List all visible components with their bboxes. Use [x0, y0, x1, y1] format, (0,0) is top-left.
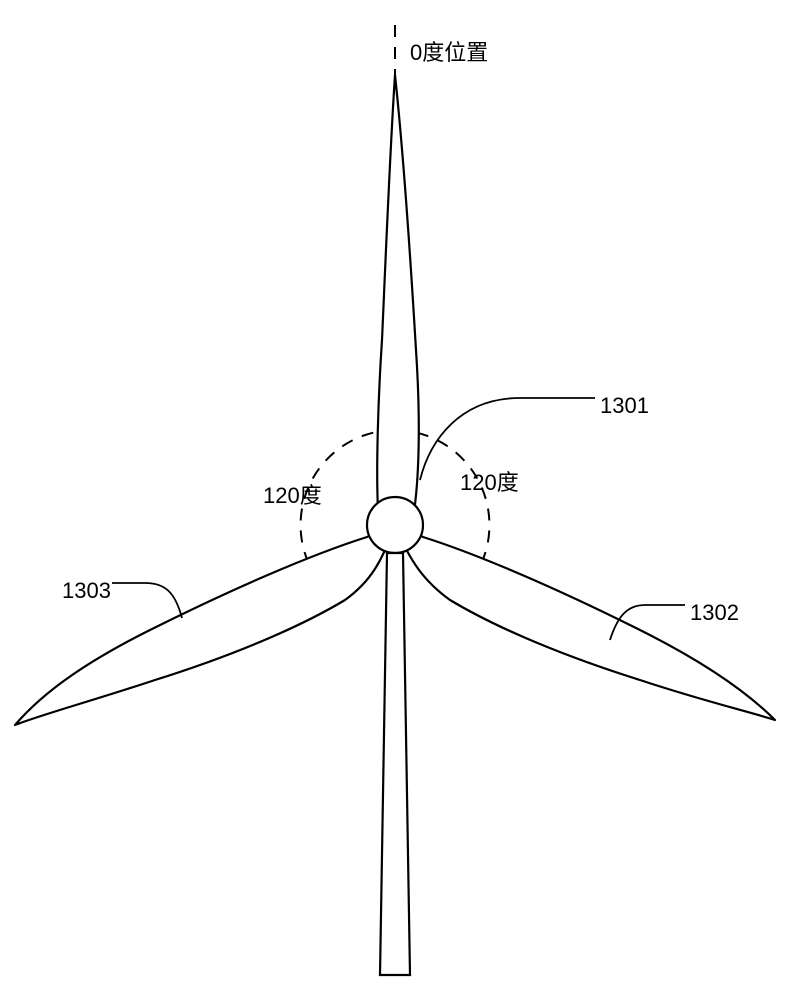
zero-position-label: 0度位置 — [410, 35, 488, 67]
blade-1301-label: 1301 — [600, 393, 649, 419]
turbine-diagram: 0度位置 120度 120度 1301 1302 1303 — [0, 0, 798, 1000]
blade-1301 — [377, 75, 419, 525]
blade-1302-label: 1302 — [690, 600, 739, 626]
blade-1303-label: 1303 — [62, 578, 111, 604]
tower — [380, 553, 410, 975]
leader-l1303 — [112, 583, 182, 618]
angle-left-label: 120度 — [263, 478, 322, 510]
angle-right-label: 120度 — [460, 465, 519, 497]
hub — [367, 497, 423, 553]
diagram-svg — [0, 0, 798, 1000]
blade-1303 — [15, 525, 395, 725]
